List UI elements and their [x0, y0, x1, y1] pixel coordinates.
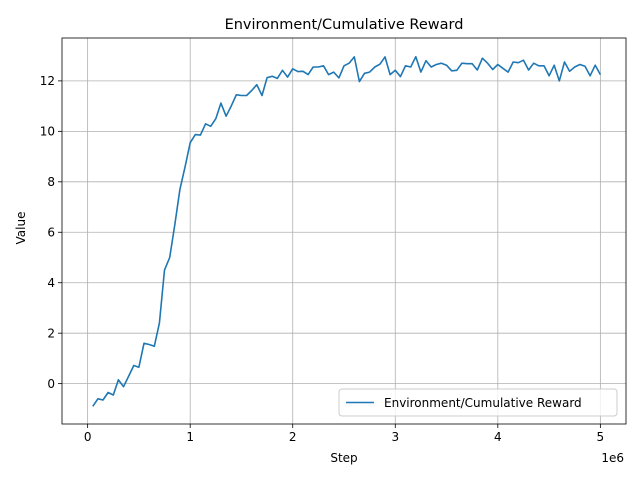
y-tick-label: 2	[47, 326, 55, 340]
y-tick-label: 0	[47, 377, 55, 391]
x-tick-label: 3	[391, 430, 399, 444]
series-line	[92, 55, 602, 407]
legend-label: Environment/Cumulative Reward	[384, 396, 582, 410]
chart-title: Environment/Cumulative Reward	[225, 17, 464, 33]
y-tick-label: 4	[47, 276, 55, 290]
y-tick-label: 8	[47, 175, 55, 189]
plot-frame	[61, 37, 627, 425]
x-axis-offset-label: 1e6	[601, 451, 624, 465]
y-tick-label: 6	[47, 226, 55, 240]
y-axis-label: Value	[14, 212, 28, 245]
series-layer	[92, 55, 602, 407]
y-tick-label: 12	[40, 74, 55, 88]
grid	[62, 38, 626, 424]
x-tick-label: 5	[597, 430, 605, 444]
legend-frame	[338, 388, 618, 417]
x-tick-label: 4	[494, 430, 502, 444]
x-tick-label: 0	[84, 430, 92, 444]
x-axis-label: Step	[330, 451, 357, 465]
legend: Environment/Cumulative Reward	[338, 388, 618, 417]
y-tick-label: 10	[40, 125, 55, 139]
x-tick-label: 1	[186, 430, 194, 444]
x-tick-label: 2	[289, 430, 297, 444]
